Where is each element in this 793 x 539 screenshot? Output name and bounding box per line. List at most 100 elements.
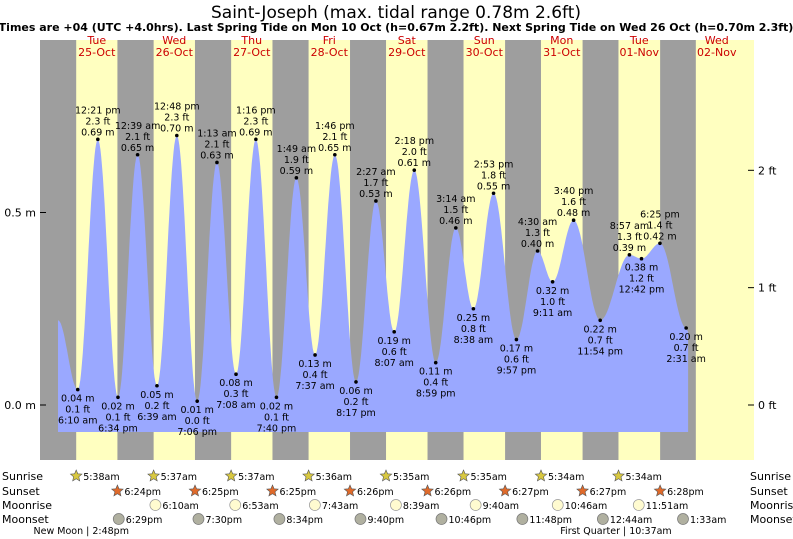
moonset-icon <box>354 513 367 525</box>
left-tick-label: 0.5 m <box>4 207 36 220</box>
tide-meters: 0.46 m <box>439 216 472 227</box>
row-label-left: Sunrise <box>2 470 43 483</box>
moonset-icon <box>597 513 609 525</box>
tide-point <box>412 168 417 172</box>
tide-feet: 1.5 ft <box>443 205 468 216</box>
tide-meters: 0.55 m <box>477 181 510 192</box>
tide-point <box>215 160 219 165</box>
tide-point <box>135 152 140 157</box>
row-label-left: Sunset <box>2 485 40 498</box>
sunset-time: 6:26pm <box>357 487 394 498</box>
tide-point <box>571 218 576 222</box>
tide-meters: 0.20 m <box>669 332 702 343</box>
sunset-icon <box>343 484 357 497</box>
tide-point <box>254 137 258 142</box>
day-date: 25-Oct <box>78 46 116 59</box>
moonset-icon <box>273 513 286 525</box>
tide-feet: 0.7 ft <box>588 335 613 346</box>
row-label-right: Moonset <box>750 513 793 526</box>
tide-meters: 0.25 m <box>457 313 490 324</box>
sunset-icon <box>498 484 512 497</box>
row-label-left: Moonset <box>2 513 49 526</box>
tide-meters: 0.69 m <box>81 127 114 138</box>
tide-point <box>175 133 179 138</box>
moonset-icon <box>112 513 125 525</box>
sunrise-icon <box>457 469 470 482</box>
tide-point <box>354 380 358 384</box>
tide-feet: 1.0 ft <box>540 297 565 308</box>
tide-point <box>433 360 438 365</box>
tide-time: 1:49 am <box>277 144 316 155</box>
right-tick-label: 1 ft <box>758 282 777 295</box>
tide-feet: 0.1 ft <box>264 412 289 423</box>
moonrise-time: 9:40am <box>483 501 519 512</box>
moonrise-icon <box>632 499 645 511</box>
tide-time: 8:59 pm <box>416 389 456 400</box>
moon-phase-label: New Moon | 2:48pm <box>34 526 129 537</box>
tide-time: 2:31 am <box>666 354 705 365</box>
tide-time: 3:40 pm <box>554 186 594 197</box>
moonset-time: 9:40pm <box>367 515 404 526</box>
tide-point <box>550 280 555 284</box>
moonset-time: 11:48pm <box>529 515 572 526</box>
sunset-time: 6:26pm <box>435 487 472 498</box>
sunrise-time: 5:35am <box>471 472 507 483</box>
day-date: 30-Oct <box>466 46 504 59</box>
tide-time: 8:17 pm <box>336 408 376 419</box>
tide-feet: 1.7 ft <box>363 178 388 189</box>
tide-point <box>684 326 688 330</box>
tide-meters: 0.08 m <box>219 378 252 389</box>
axes: 0.5 m 0.0 m 2 ft 1 ft 0 ft <box>4 164 777 412</box>
tide-meters: 0.13 m <box>298 359 331 370</box>
tide-point <box>639 256 644 261</box>
tide-time: 1:16 pm <box>236 105 276 116</box>
sunrise-icon <box>69 469 83 482</box>
tide-feet: 0.6 ft <box>382 347 407 358</box>
tide-meters: 0.02 m <box>101 401 134 412</box>
tide-point <box>627 253 632 257</box>
tide-point <box>294 176 299 180</box>
tide-time: 7:37 am <box>295 381 334 392</box>
tide-feet: 1.2 ft <box>629 274 654 285</box>
tide-feet: 0.8 ft <box>461 324 486 335</box>
moonset-time: 10:46pm <box>449 515 492 526</box>
tide-meters: 0.53 m <box>359 189 392 200</box>
moonrise-icon <box>149 499 162 511</box>
moonrise-icon <box>551 499 564 511</box>
day-name: Sun <box>474 34 495 47</box>
tide-meters: 0.40 m <box>521 239 554 250</box>
row-label-right: Moonrise <box>750 499 793 512</box>
right-tick-label: 0 ft <box>758 399 777 412</box>
tide-area <box>58 135 689 432</box>
tide-time: 6:34 pm <box>98 423 138 434</box>
tide-feet: 0.4 ft <box>423 378 448 389</box>
chart-subtitle: Times are +04 (UTC +4.0hrs). Last Spring… <box>0 21 793 34</box>
tide-time: 4:30 am <box>518 217 557 228</box>
tide-time: 9:57 pm <box>497 366 537 377</box>
day-name: Wed <box>705 34 729 47</box>
moonrise-time: 6:10am <box>162 501 198 512</box>
tide-meters: 0.42 m <box>643 231 676 242</box>
sunrise-time: 5:37am <box>161 472 197 483</box>
tide-meters: 0.02 m <box>260 401 293 412</box>
tide-feet: 0.7 ft <box>674 343 699 354</box>
day-name: Tue <box>629 34 649 47</box>
tide-feet: 1.6 ft <box>561 197 586 208</box>
moonset-icon <box>677 513 689 525</box>
tide-meters: 0.06 m <box>339 386 372 397</box>
tide-feet: 2.1 ft <box>204 139 229 150</box>
tide-time: 12:21 pm <box>75 105 121 116</box>
day-date: 27-Oct <box>233 46 271 59</box>
moonrise-icon <box>390 499 402 511</box>
sunrise-icon <box>302 469 316 482</box>
tide-feet: 0.6 ft <box>504 355 529 366</box>
tide-meters: 0.01 m <box>180 405 213 416</box>
tide-point <box>374 199 378 203</box>
tide-point <box>234 372 238 377</box>
moonset-time: 1:33am <box>690 515 726 526</box>
tide-point <box>658 241 662 246</box>
tide-time: 2:53 pm <box>474 159 514 170</box>
tide-meters: 0.05 m <box>140 390 173 401</box>
